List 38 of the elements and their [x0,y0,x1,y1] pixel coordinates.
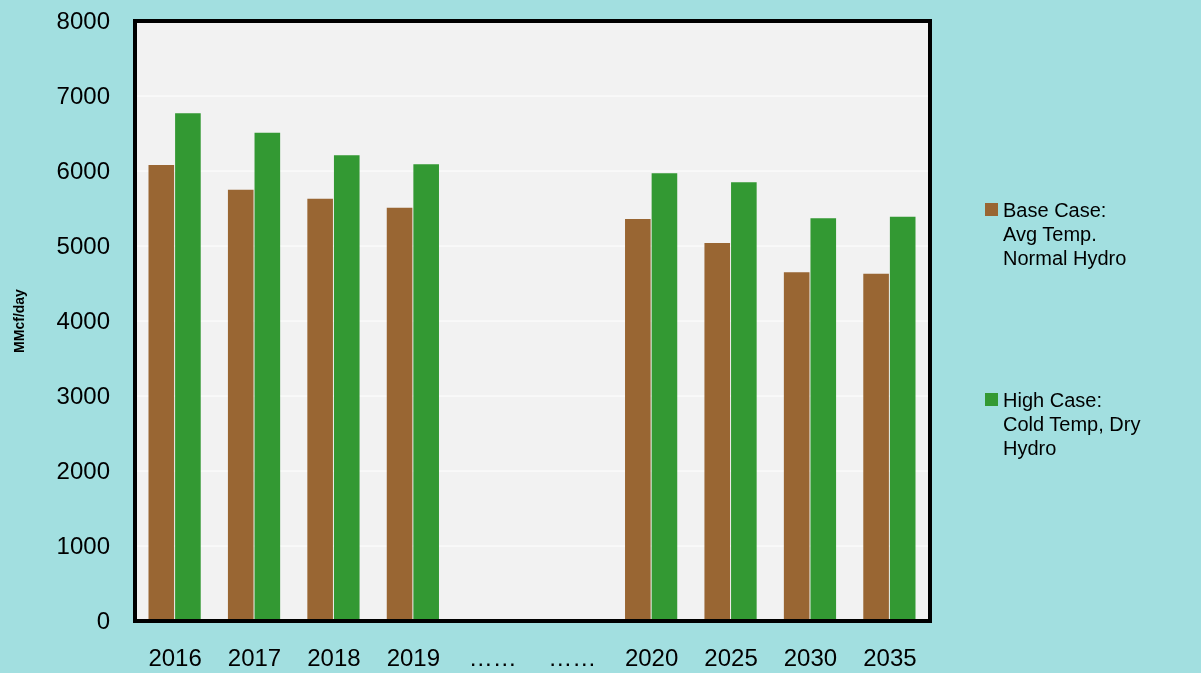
bar [333,155,360,621]
x-tick-label: 2017 [227,644,282,671]
bar [810,218,837,621]
bar [386,207,413,621]
y-axis-title: MMcf/day [11,288,27,353]
y-tick-label: 6000 [56,157,110,185]
bar [148,165,175,621]
y-tick-label: 2000 [56,457,110,485]
x-tick-label: 2016 [148,644,202,671]
bar [625,219,651,621]
bar [175,113,201,621]
x-tick-label: 2020 [624,644,679,671]
y-tick-label: 3000 [56,382,110,410]
y-tick-label: 1000 [56,532,110,560]
x-tick-label: 2018 [307,644,361,671]
bar [889,216,916,621]
bar [254,132,281,621]
x-tick-label: 2035 [863,644,917,671]
x-tick-label: 2025 [704,644,758,671]
legend-label: Base Case: Avg Temp. Normal Hydro [1003,199,1127,269]
bar [227,189,254,621]
x-tick-label: …… [468,644,517,671]
x-tick-label: …… [548,644,597,671]
bar [307,198,333,621]
bar [731,182,757,621]
y-tick-label: 5000 [56,232,110,260]
y-tick-label: 4000 [56,307,110,335]
x-tick-label: 2019 [386,644,441,671]
legend-label: High Case: Cold Temp, Dry Hydro [1003,389,1141,459]
bar [863,273,889,621]
y-tick-label: 0 [96,607,110,635]
bar [651,173,678,621]
y-tick-label: 7000 [56,82,110,110]
bar [783,272,810,621]
bar [704,243,731,621]
y-tick-label: 8000 [56,7,110,35]
bar [413,164,439,621]
x-tick-label: 2030 [783,644,838,671]
